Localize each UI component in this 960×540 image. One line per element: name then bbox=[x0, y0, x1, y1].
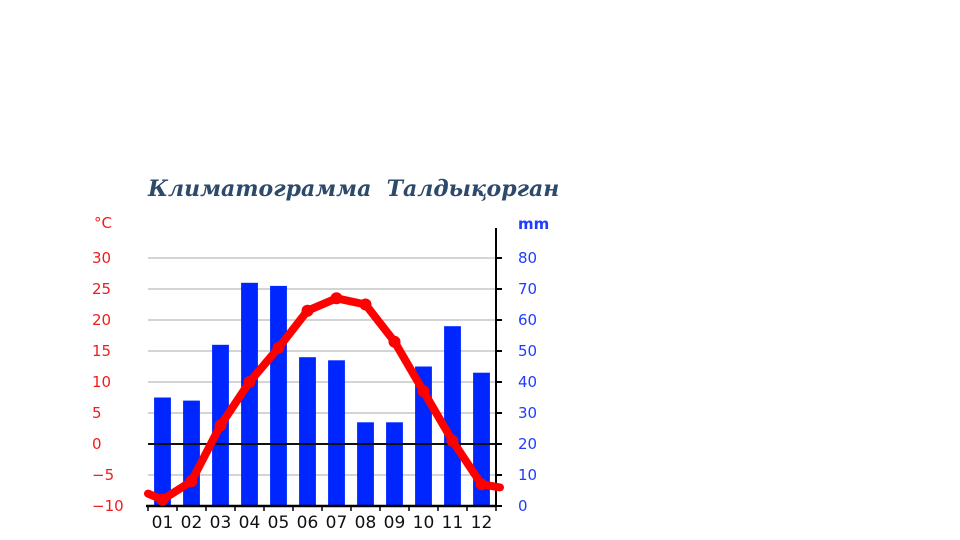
x-tick-label: 08 bbox=[355, 513, 377, 533]
temperature-point bbox=[475, 478, 488, 491]
temperature-line bbox=[144, 294, 504, 504]
x-tick-label: 11 bbox=[442, 513, 464, 533]
chart-title: Климатограмма Талдықорган bbox=[148, 176, 560, 202]
x-tick-label: 04 bbox=[239, 513, 261, 533]
left-tick-label: 25 bbox=[92, 280, 111, 298]
right-tick-label: 80 bbox=[518, 249, 537, 267]
x-tick-label: 10 bbox=[413, 513, 435, 533]
right-tick-label: 70 bbox=[518, 280, 537, 298]
precipitation-bar bbox=[386, 422, 403, 506]
left-tick-label: −5 bbox=[92, 466, 114, 484]
temperature-point bbox=[388, 335, 401, 348]
left-tick-label: 5 bbox=[92, 404, 102, 422]
left-tick-label: −10 bbox=[92, 497, 124, 515]
precipitation-bar bbox=[241, 282, 258, 506]
x-tick-label: 01 bbox=[152, 513, 174, 533]
left-tick-label: 20 bbox=[92, 311, 111, 329]
precipitation-bar bbox=[183, 400, 200, 506]
right-tick-label: 20 bbox=[518, 435, 537, 453]
x-tick-label: 09 bbox=[384, 513, 406, 533]
temperature-point bbox=[446, 434, 459, 447]
x-tick-label: 07 bbox=[326, 513, 348, 533]
right-tick-label: 30 bbox=[518, 404, 537, 422]
temperature-point bbox=[301, 304, 314, 317]
temperature-point bbox=[330, 292, 343, 305]
left-tick-label: 10 bbox=[92, 373, 111, 391]
precipitation-bar bbox=[328, 360, 345, 506]
temperature-point bbox=[417, 385, 430, 398]
right-tick-label: 10 bbox=[518, 466, 537, 484]
temperature-point bbox=[185, 475, 198, 488]
temperature-point bbox=[243, 376, 256, 388]
temperature-point bbox=[272, 341, 285, 354]
precipitation-bar bbox=[154, 397, 171, 506]
temperature-point bbox=[214, 419, 227, 432]
right-tick-label: 0 bbox=[518, 497, 528, 515]
x-tick-label: 12 bbox=[471, 513, 493, 533]
left-axis-label: °C bbox=[94, 214, 112, 232]
right-tick-label: 60 bbox=[518, 311, 537, 329]
left-tick-label: 15 bbox=[92, 342, 111, 360]
precipitation-bar bbox=[444, 326, 461, 506]
x-tick-label: 03 bbox=[210, 513, 232, 533]
right-tick-label: 40 bbox=[518, 373, 537, 391]
temperature-point bbox=[359, 298, 372, 311]
x-tick-label: 06 bbox=[297, 513, 319, 533]
precipitation-bar bbox=[299, 357, 316, 506]
precipitation-bar bbox=[270, 285, 287, 506]
x-tick-label: 05 bbox=[268, 513, 290, 533]
temperature-point bbox=[156, 493, 169, 506]
x-tick-label: 02 bbox=[181, 513, 203, 533]
precipitation-bar bbox=[357, 422, 374, 506]
left-tick-label: 0 bbox=[92, 435, 102, 453]
left-tick-label: 30 bbox=[92, 249, 111, 267]
right-axis-label: mm bbox=[518, 215, 549, 233]
right-tick-label: 50 bbox=[518, 342, 537, 360]
